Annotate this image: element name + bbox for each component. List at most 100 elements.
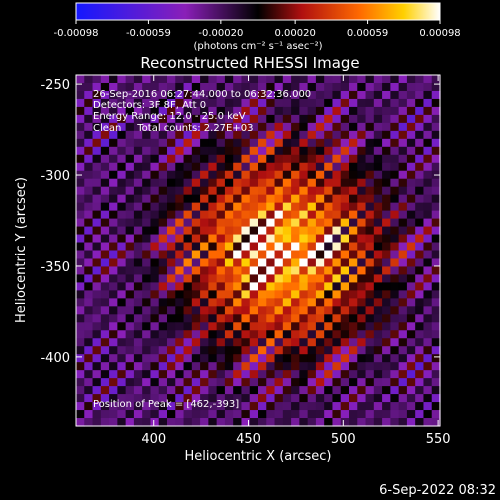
heatmap-cell (125, 410, 135, 419)
heatmap-cell (142, 178, 152, 188)
heatmap-cell (92, 282, 102, 291)
heatmap-cell (406, 298, 416, 307)
heatmap-cell (109, 186, 118, 196)
heatmap-cell (315, 202, 325, 212)
heatmap-cell (142, 274, 152, 284)
heatmap-cell (76, 82, 85, 92)
heatmap-cell (373, 138, 383, 148)
heatmap-cell (175, 258, 185, 268)
heatmap-cell (365, 346, 375, 355)
heatmap-cell (117, 258, 127, 268)
heatmap-cell (109, 242, 118, 252)
heatmap-cell (142, 122, 152, 132)
heatmap-cell (84, 90, 94, 100)
heatmap-cell (76, 146, 85, 156)
heatmap-cell (431, 226, 441, 236)
heatmap-cell (299, 386, 309, 395)
heatmap-cell (365, 202, 375, 212)
heatmap-cell (365, 258, 375, 268)
heatmap-cell (299, 75, 309, 84)
heatmap-cell (373, 410, 383, 419)
heatmap-cell (200, 290, 209, 299)
heatmap-cell (390, 234, 400, 244)
heatmap-cell (406, 402, 416, 411)
heatmap-cell (241, 362, 251, 371)
heatmap-cell (282, 98, 292, 108)
heatmap-cell (349, 194, 358, 204)
heatmap-cell (76, 98, 85, 108)
heatmap-cell (150, 418, 160, 427)
heatmap-cell (291, 234, 300, 244)
heatmap-cell (92, 354, 102, 363)
heatmap-cell (266, 194, 276, 204)
heatmap-cell (109, 226, 118, 236)
heatmap-cell (133, 378, 143, 387)
heatmap-cell (133, 234, 143, 244)
heatmap-cell (291, 394, 300, 403)
heatmap-cell (175, 114, 185, 124)
heatmap-cell (216, 106, 226, 116)
heatmap-cell (332, 242, 342, 252)
heatmap-cell (266, 258, 276, 268)
heatmap-cell (357, 298, 367, 307)
heatmap-cell (307, 234, 317, 244)
heatmap-cell (349, 170, 358, 180)
heatmap-cell (349, 306, 358, 315)
heatmap-cell (167, 354, 176, 363)
heatmap-cell (249, 226, 259, 236)
heatmap-cell (307, 178, 317, 188)
heatmap-cell (340, 314, 350, 323)
heatmap-cell (92, 82, 102, 92)
heatmap-cell (282, 386, 292, 395)
heatmap-cell (100, 106, 110, 116)
heatmap-cell (266, 170, 276, 180)
heatmap-cell (183, 338, 193, 347)
heatmap-cell (109, 178, 118, 188)
heatmap-cell (92, 362, 102, 371)
heatmap-cell (431, 210, 441, 220)
heatmap-cell (175, 202, 185, 212)
heatmap-cell (133, 250, 143, 260)
heatmap-cell (133, 106, 143, 116)
heatmap-cell (365, 226, 375, 236)
heatmap-cell (109, 314, 118, 323)
heatmap-cell (224, 258, 234, 268)
heatmap-cell (117, 370, 127, 379)
heatmap-cell (125, 274, 135, 284)
heatmap-cell (282, 186, 292, 196)
heatmap-cell (241, 82, 251, 92)
heatmap-cell (340, 266, 350, 276)
heatmap-cell (175, 274, 185, 284)
heatmap-cell (200, 418, 209, 427)
heatmap-cell (150, 162, 160, 172)
heatmap-cell (117, 138, 127, 148)
heatmap-cell (398, 75, 408, 84)
heatmap-cell (357, 362, 367, 371)
heatmap-cell (431, 242, 441, 252)
heatmap-cell (100, 258, 110, 268)
heatmap-cell (307, 282, 317, 291)
heatmap-cell (299, 338, 309, 347)
y-tick-label: -400 (40, 351, 70, 366)
heatmap-cell (274, 290, 284, 299)
heatmap-cell (224, 210, 234, 220)
heatmap-cell (299, 234, 309, 244)
heatmap-cell (158, 354, 168, 363)
colorbar-tick-label: 0.00020 (274, 28, 315, 39)
heatmap-cell (167, 410, 176, 419)
heatmap-cell (398, 154, 408, 164)
heatmap-cell (365, 338, 375, 347)
heatmap-cell (349, 298, 358, 307)
heatmap-cell (390, 194, 400, 204)
heatmap-cell (258, 322, 267, 331)
annotation-algorithm: Clean Total counts: 2.27E+03 (93, 123, 253, 134)
heatmap-cell (117, 378, 127, 387)
heatmap-cell (324, 306, 334, 315)
heatmap-cell (307, 314, 317, 323)
heatmap-cell (233, 330, 243, 339)
heatmap-cell (233, 282, 243, 291)
heatmap-cell (109, 122, 118, 132)
heatmap-cell (373, 362, 383, 371)
heatmap-cell (324, 402, 334, 411)
heatmap-cell (365, 386, 375, 395)
